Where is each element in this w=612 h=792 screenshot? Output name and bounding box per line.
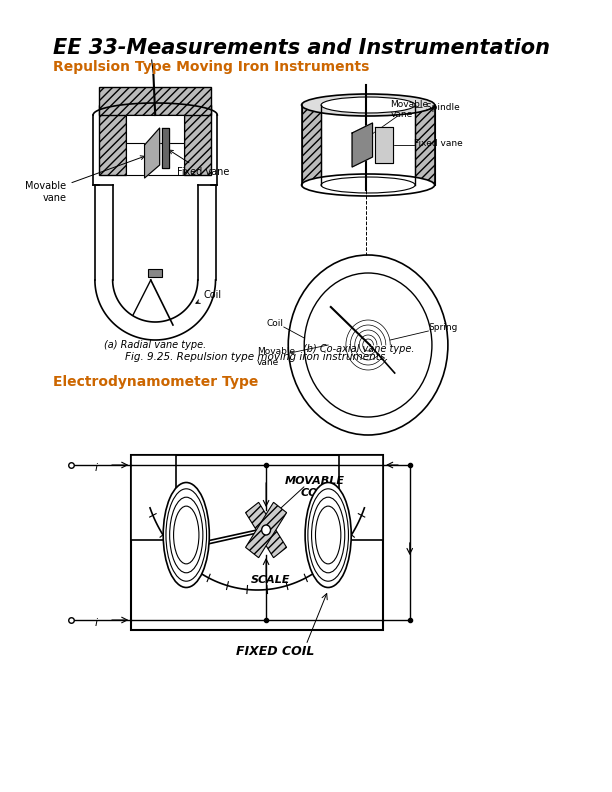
- Ellipse shape: [163, 482, 209, 588]
- Ellipse shape: [174, 506, 199, 564]
- Ellipse shape: [166, 489, 206, 581]
- Circle shape: [262, 525, 271, 535]
- Bar: [99, 87, 211, 115]
- Bar: [184, 105, 211, 175]
- Bar: [245, 502, 286, 558]
- Bar: [131, 455, 383, 630]
- Ellipse shape: [321, 97, 415, 113]
- Ellipse shape: [305, 482, 351, 588]
- Text: i: i: [94, 618, 97, 628]
- Polygon shape: [162, 128, 168, 168]
- Ellipse shape: [312, 497, 345, 573]
- Ellipse shape: [308, 489, 348, 581]
- Text: EE 33-Measurements and Instrumentation: EE 33-Measurements and Instrumentation: [53, 38, 550, 58]
- Bar: [126, 115, 184, 175]
- Text: Fixed vane: Fixed vane: [169, 150, 230, 177]
- Text: Movable
vane: Movable vane: [390, 100, 428, 120]
- Circle shape: [304, 273, 432, 417]
- Ellipse shape: [302, 94, 435, 116]
- Bar: [99, 105, 126, 175]
- Text: Coil: Coil: [196, 290, 222, 303]
- Text: Repulsion Type Moving Iron Instruments: Repulsion Type Moving Iron Instruments: [53, 60, 370, 74]
- Bar: [126, 115, 184, 143]
- Text: Movable
vane: Movable vane: [257, 348, 296, 367]
- Text: FIXED COIL: FIXED COIL: [236, 645, 314, 658]
- Text: Fig. 9.25. Repulsion type moving iron instruments.: Fig. 9.25. Repulsion type moving iron in…: [125, 352, 389, 362]
- Bar: [339, 455, 383, 540]
- Text: — Spindle: — Spindle: [414, 103, 460, 112]
- Bar: [302, 105, 321, 185]
- Text: Coil: Coil: [266, 318, 283, 328]
- Text: Movable
vane: Movable vane: [25, 156, 144, 203]
- Text: Spring: Spring: [428, 322, 458, 332]
- Text: i: i: [94, 463, 97, 473]
- Bar: [245, 502, 286, 558]
- Ellipse shape: [321, 177, 415, 193]
- Polygon shape: [144, 128, 160, 178]
- Text: (a) Radial vane type.: (a) Radial vane type.: [104, 340, 206, 350]
- Polygon shape: [352, 123, 373, 167]
- Bar: [131, 455, 176, 540]
- Bar: [415, 105, 435, 185]
- Polygon shape: [375, 127, 393, 163]
- Ellipse shape: [170, 497, 203, 573]
- Ellipse shape: [315, 506, 341, 564]
- Ellipse shape: [302, 174, 435, 196]
- Bar: [148, 269, 162, 277]
- Text: Fixed vane: Fixed vane: [414, 139, 463, 147]
- Text: (b) Co-axial vane type.: (b) Co-axial vane type.: [304, 344, 415, 354]
- Circle shape: [288, 255, 448, 435]
- Text: MOVABLE
COIL: MOVABLE COIL: [285, 476, 345, 497]
- Text: SCALE: SCALE: [251, 575, 290, 585]
- Text: Electrodynamometer Type: Electrodynamometer Type: [53, 375, 259, 389]
